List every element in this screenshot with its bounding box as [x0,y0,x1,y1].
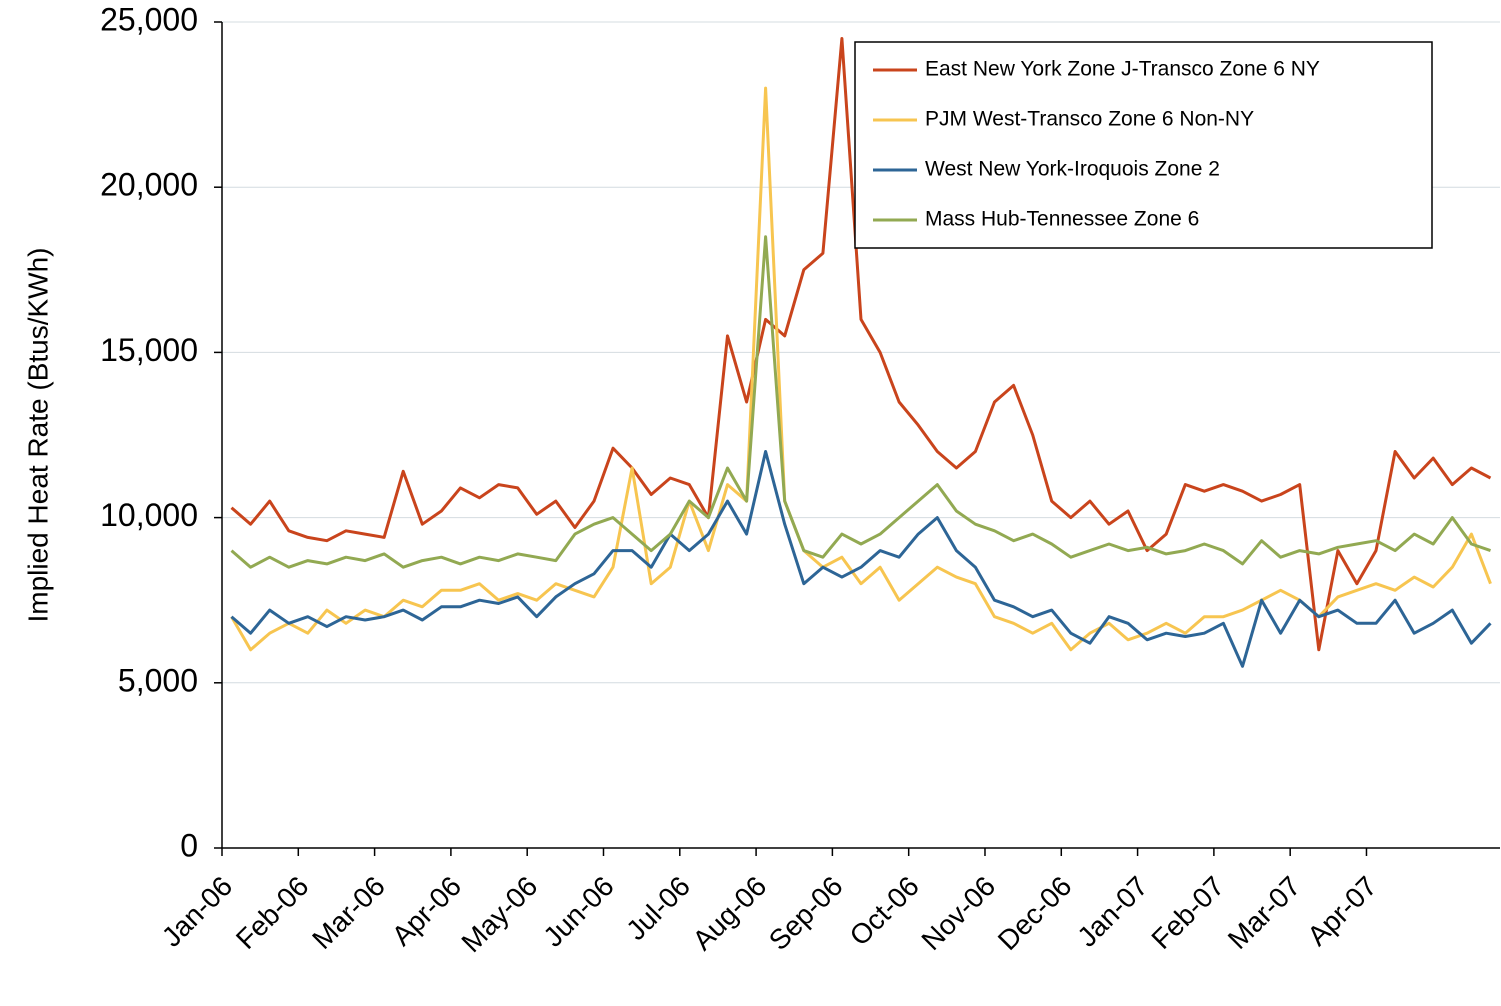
x-tick-label: Mar-07 [1222,870,1307,955]
x-tick-label: Jun-06 [537,870,619,952]
x-tick-label: Dec-06 [992,870,1078,956]
series-line [230,450,1492,668]
x-tick-label: May-06 [455,870,543,958]
y-tick-label: 0 [180,827,198,863]
x-tick-label: Aug-06 [687,870,773,956]
y-tick-label: 20,000 [100,167,198,203]
legend-box [854,41,1433,249]
y-tick-label: 15,000 [100,332,198,368]
x-tick-label: Sep-06 [763,870,849,956]
x-tick-label: Mar-06 [306,870,391,955]
y-axis-title: Implied Heat Rate (Btus/KWh) [22,247,53,622]
legend-label: East New York Zone J-Transco Zone 6 NY [925,58,1320,81]
x-tick-label: Jan-06 [156,870,238,952]
x-tick-label: Oct-06 [844,870,925,951]
x-tick-label: Apr-06 [386,870,467,951]
legend-label: PJM West-Transco Zone 6 Non-NY [925,108,1254,131]
x-tick-label: Feb-07 [1145,870,1230,955]
x-tick-label: Feb-06 [230,870,315,955]
legend-label: West New York-Iroquois Zone 2 [925,158,1220,181]
series-line [230,86,1492,652]
y-tick-label: 10,000 [100,497,198,533]
x-tick-label: Nov-06 [915,870,1001,956]
x-tick-label: Apr-07 [1301,870,1382,951]
y-tick-label: 5,000 [118,662,198,698]
legend-label: Mass Hub-Tennessee Zone 6 [925,208,1199,231]
x-tick-label: Jul-06 [620,870,696,946]
series-line [230,235,1491,569]
x-tick-label: Jan-07 [1071,870,1153,952]
series-line [230,37,1492,652]
y-tick-label: 25,000 [100,1,198,37]
